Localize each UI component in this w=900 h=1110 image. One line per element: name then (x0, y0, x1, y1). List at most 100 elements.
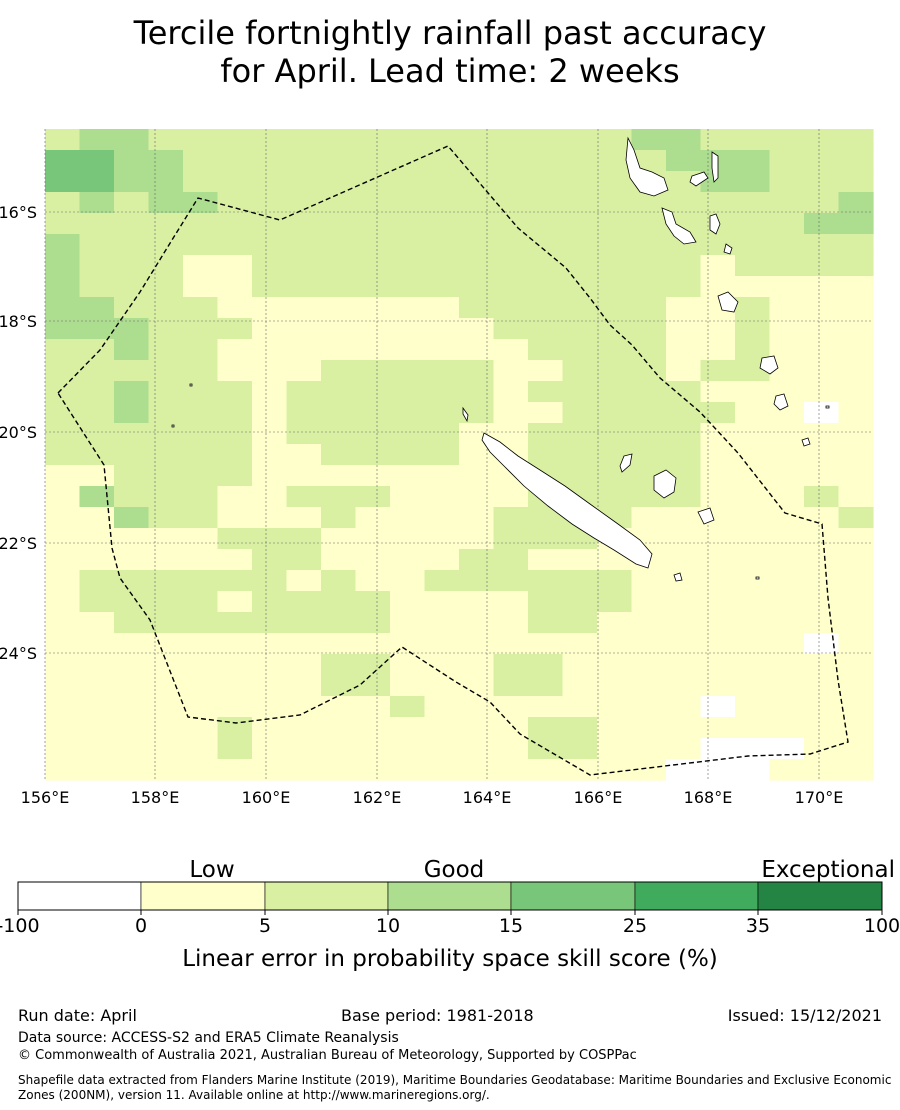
grid-cell (183, 234, 219, 256)
grid-cell (838, 213, 874, 235)
grid-cell (838, 402, 874, 424)
grid-cell (562, 612, 598, 634)
grid-cell (838, 738, 874, 760)
grid-cell (493, 654, 529, 676)
grid-cell (252, 696, 288, 718)
grid-cell (528, 591, 564, 613)
grid-cell (804, 276, 840, 298)
title-line-2: for April. Lead time: 2 weeks (220, 52, 680, 90)
grid-cell (838, 633, 874, 655)
grid-cell (424, 381, 460, 403)
grid-cell (424, 612, 460, 634)
grid-cell (355, 360, 391, 382)
grid-cell (804, 402, 840, 424)
chart-title: Tercile fortnightly rainfall past accura… (0, 14, 900, 90)
eez-boundary (57, 145, 849, 776)
grid-cell (804, 738, 840, 760)
grid-cell (286, 360, 322, 382)
grid-cell (148, 381, 184, 403)
grid-cell (838, 696, 874, 718)
grid-cell (700, 171, 736, 193)
grid-cell (493, 549, 529, 571)
grid-cell (631, 654, 667, 676)
grid-cell (700, 465, 736, 487)
grid-cell (493, 276, 529, 298)
grid-cell (148, 150, 184, 172)
grid-cell (562, 213, 598, 235)
grid-cell (493, 759, 529, 781)
grid-cell (528, 612, 564, 634)
grid-cell (217, 633, 253, 655)
latitude-label: 16°S (0, 203, 37, 222)
grid-cell (666, 591, 702, 613)
skill-grid (45, 129, 874, 781)
grid-cell (562, 381, 598, 403)
grid-cell (286, 570, 322, 592)
grid-cell (493, 255, 529, 277)
grid-cell (252, 612, 288, 634)
grid-cell (45, 696, 81, 718)
grid-cell (735, 528, 771, 550)
longitude-label: 166°E (574, 788, 623, 807)
grid-cell (597, 129, 633, 151)
grid-cell (528, 570, 564, 592)
grid-cell (355, 654, 391, 676)
grid-cell (148, 528, 184, 550)
grid-cell (666, 633, 702, 655)
grid-cell (424, 360, 460, 382)
grid-cell (700, 570, 736, 592)
skill-map: 156°E 158°E 160°E 162°E 164°E 166°E 168°E 170°E… (0, 129, 874, 807)
grid-cell (183, 192, 219, 214)
tanna-island (773, 393, 789, 411)
grid-cell (666, 570, 702, 592)
grid-cell (735, 318, 771, 340)
grid-cell (286, 654, 322, 676)
grid-cell (631, 213, 667, 235)
grid-cell (769, 738, 805, 760)
grid-cell (252, 486, 288, 508)
grid-cell (493, 171, 529, 193)
grid-cell (562, 423, 598, 445)
grid-cell (321, 528, 357, 550)
grid-cell (148, 234, 184, 256)
grid-cell (769, 591, 805, 613)
grid-cell (252, 129, 288, 151)
grid-cell (217, 318, 253, 340)
grid-cell (838, 360, 874, 382)
grid-cell (528, 381, 564, 403)
grid-cell (390, 297, 426, 319)
grid-cell (735, 591, 771, 613)
grid-cell (631, 507, 667, 529)
grid-cell (45, 570, 81, 592)
grid-cell (804, 549, 840, 571)
data-source: Data source: ACCESS-S2 and ERA5 Climate … (18, 1030, 399, 1046)
grid-cell (286, 339, 322, 361)
grid-cell (252, 423, 288, 445)
grid-cell (666, 507, 702, 529)
grid-cell (735, 381, 771, 403)
grid-cell (735, 150, 771, 172)
grid-cell (79, 570, 115, 592)
grid-cell (217, 591, 253, 613)
grid-cell (148, 507, 184, 529)
grid-cell (79, 150, 115, 172)
grid-cell (838, 507, 874, 529)
grid-cell (390, 192, 426, 214)
grid-cell (390, 549, 426, 571)
grid-cell (804, 570, 840, 592)
grid-cell (562, 339, 598, 361)
grid-cell (735, 213, 771, 235)
grid-cell (114, 360, 150, 382)
grid-cell (562, 255, 598, 277)
grid-cell (700, 612, 736, 634)
longitude-label: 162°E (353, 788, 402, 807)
grid-cell (804, 150, 840, 172)
grid-cell (769, 318, 805, 340)
title-line-1: Tercile fortnightly rainfall past accura… (133, 14, 767, 52)
grid-cell (252, 234, 288, 256)
grid-cell (562, 738, 598, 760)
grid-cell (183, 213, 219, 235)
grid-cell (769, 696, 805, 718)
grid-cell (666, 549, 702, 571)
vanuatu-island-5 (723, 243, 733, 255)
